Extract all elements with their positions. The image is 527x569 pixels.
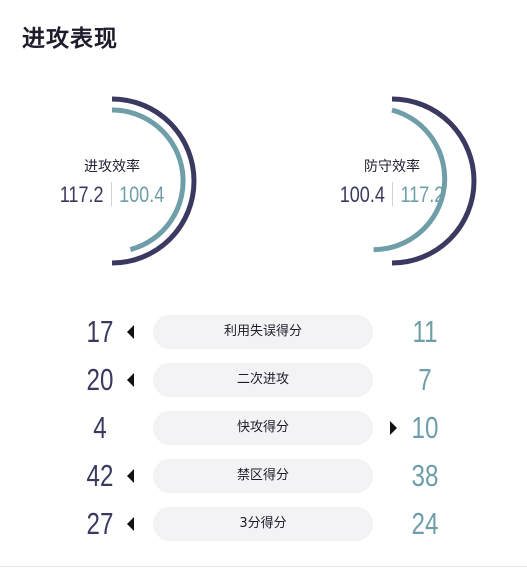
gauge-label: 防守效率: [364, 159, 420, 175]
right-team-value: 24: [411, 506, 439, 541]
left-leader-arrow-icon: [127, 373, 134, 387]
bottom-divider: [0, 566, 527, 567]
gauge-values: 100.4 117.2: [318, 182, 466, 208]
gauge-arcs: [373, 96, 477, 266]
stat-row-turnover-points: 17 利用失误得分 11: [0, 314, 527, 362]
stat-row-three-point: 27 3分得分 24: [0, 506, 527, 554]
gauge-primary-value: 100.4: [339, 182, 385, 207]
left-leader-arrow-icon: [127, 469, 134, 483]
left-team-value: 20: [86, 362, 114, 397]
gauge-outer-arc: [391, 96, 477, 266]
stat-label: 二次进攻: [153, 363, 373, 397]
right-team-value: 10: [411, 410, 439, 445]
stat-label: 3分得分: [153, 507, 373, 541]
left-leader-arrow-icon: [127, 325, 134, 339]
gauge-arcs: [111, 96, 197, 266]
right-team-value: 38: [411, 458, 439, 493]
gauge-label: 进攻效率: [84, 159, 140, 175]
gauge-outer-arc: [111, 96, 197, 266]
gauge-inner-arc: [373, 107, 448, 253]
value-separator: [392, 182, 394, 206]
right-team-value: 7: [418, 362, 432, 397]
stat-comparison-list: 17 利用失误得分 11 20 二次进攻 7 4 快攻得分 10 42 禁区得分…: [0, 314, 527, 554]
value-separator: [110, 182, 112, 206]
section-title: 进攻表现: [22, 26, 118, 52]
defensive-efficiency-gauge: 防守效率 100.4 117.2: [302, 96, 492, 272]
stat-label: 快攻得分: [153, 411, 373, 445]
gauge-primary-value: 117.2: [59, 182, 104, 207]
gauge-inner-arc: [111, 107, 186, 253]
stat-label: 禁区得分: [153, 459, 373, 493]
offensive-efficiency-gauge: 进攻效率 117.2 100.4: [22, 96, 212, 272]
left-team-value: 4: [93, 410, 107, 445]
gauge-secondary-value: 100.4: [119, 182, 165, 207]
right-leader-arrow-icon: [390, 421, 397, 435]
stat-row-fast-break: 4 快攻得分 10: [0, 410, 527, 458]
gauge-values: 117.2 100.4: [38, 182, 186, 208]
stat-row-paint-points: 42 禁区得分 38: [0, 458, 527, 506]
left-team-value: 42: [86, 458, 114, 493]
left-leader-arrow-icon: [127, 517, 134, 531]
right-team-value: 11: [412, 314, 438, 349]
stat-row-second-chance: 20 二次进攻 7: [0, 362, 527, 410]
left-team-value: 27: [86, 506, 114, 541]
stat-label: 利用失误得分: [153, 315, 373, 349]
gauge-secondary-value: 117.2: [400, 182, 445, 207]
left-team-value: 17: [86, 314, 114, 349]
